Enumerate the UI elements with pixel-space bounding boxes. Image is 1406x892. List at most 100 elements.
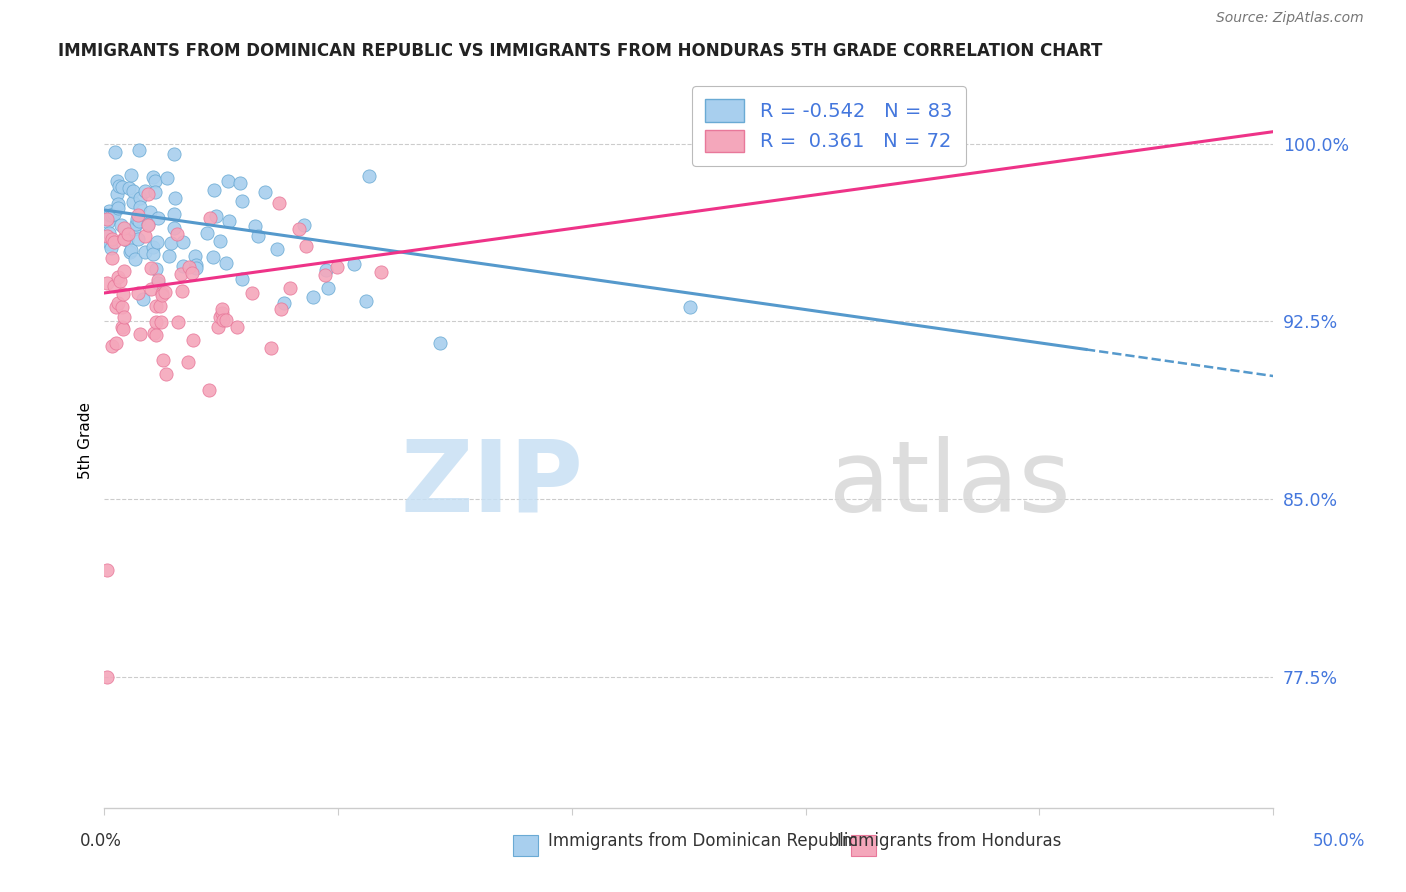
Point [118,181,141,195]
Point [231,272,253,286]
Point [153,285,176,299]
Point [103,207,125,221]
Point [96,670,118,684]
Point [146,211,169,225]
Point [172,259,194,273]
Point [112,232,135,246]
Text: 50.0%: 50.0% [1312,831,1365,849]
Point [111,300,134,314]
Point [278,280,301,294]
Point [326,260,349,274]
Point [128,326,150,341]
Point [150,315,173,329]
Text: atlas: atlas [830,435,1070,533]
Point [148,273,170,287]
Point [127,211,149,226]
Point [270,301,292,316]
Point [208,310,231,324]
Point [103,235,125,249]
Point [231,194,253,208]
Point [101,252,124,266]
Point [122,222,145,236]
Point [254,186,277,200]
Point [163,221,186,235]
Point [134,184,156,198]
Point [266,242,288,256]
Point [104,145,127,159]
Point [110,218,132,232]
Point [205,209,228,223]
Point [127,208,149,222]
Point [129,200,152,214]
Point [145,262,167,277]
Point [218,214,240,228]
Point [143,173,166,187]
Point [120,245,142,260]
Point [162,207,184,221]
Point [117,227,139,241]
Point [163,191,186,205]
Point [104,335,127,350]
Point [121,195,143,210]
Point [141,260,163,275]
Point [145,300,167,314]
Point [97,215,120,229]
Text: Immigrants from Dominican Republic: Immigrants from Dominican Republic [548,831,858,849]
Point [315,263,337,277]
Point [145,315,167,329]
Point [242,285,264,300]
Point [124,217,146,231]
Point [172,235,194,250]
Point [101,208,124,222]
Point [217,174,239,188]
Point [229,176,252,190]
Point [143,185,166,199]
Point [146,276,169,290]
Point [128,191,150,205]
Point [111,320,134,334]
Point [128,214,150,228]
Point [181,266,204,280]
Text: ZIP: ZIP [401,435,583,533]
Point [170,285,193,299]
Point [314,268,336,282]
Point [260,342,283,356]
Point [177,355,200,369]
Point [316,281,339,295]
Point [202,183,225,197]
Legend: R = -0.542   N = 83, R =  0.361   N = 72: R = -0.542 N = 83, R = 0.361 N = 72 [692,86,966,166]
Point [112,322,135,336]
Point [211,313,233,327]
Point [156,170,179,185]
Point [166,227,188,241]
Point [96,564,118,578]
Point [98,237,121,252]
Point [226,320,249,334]
Point [429,335,451,350]
Y-axis label: 5th Grade: 5th Grade [79,401,93,478]
Point [145,235,167,250]
Point [115,233,138,247]
Point [294,239,316,253]
Point [150,288,173,302]
Point [288,221,311,235]
Point [149,299,172,313]
Point [127,232,149,246]
Point [155,367,177,381]
Point [209,234,232,248]
Point [105,174,128,188]
Point [122,184,145,198]
Point [292,219,315,233]
Point [110,274,132,288]
Point [207,320,229,334]
Point [211,306,233,320]
Point [100,241,122,255]
Point [139,282,162,296]
Point [243,219,266,233]
Point [112,231,135,245]
Point [247,229,270,244]
Text: IMMIGRANTS FROM DOMINICAN REPUBLIC VS IMMIGRANTS FROM HONDURAS 5TH GRADE CORRELA: IMMIGRANTS FROM DOMINICAN REPUBLIC VS IM… [58,42,1102,60]
Point [354,293,377,308]
Point [97,204,120,219]
Point [107,201,129,215]
